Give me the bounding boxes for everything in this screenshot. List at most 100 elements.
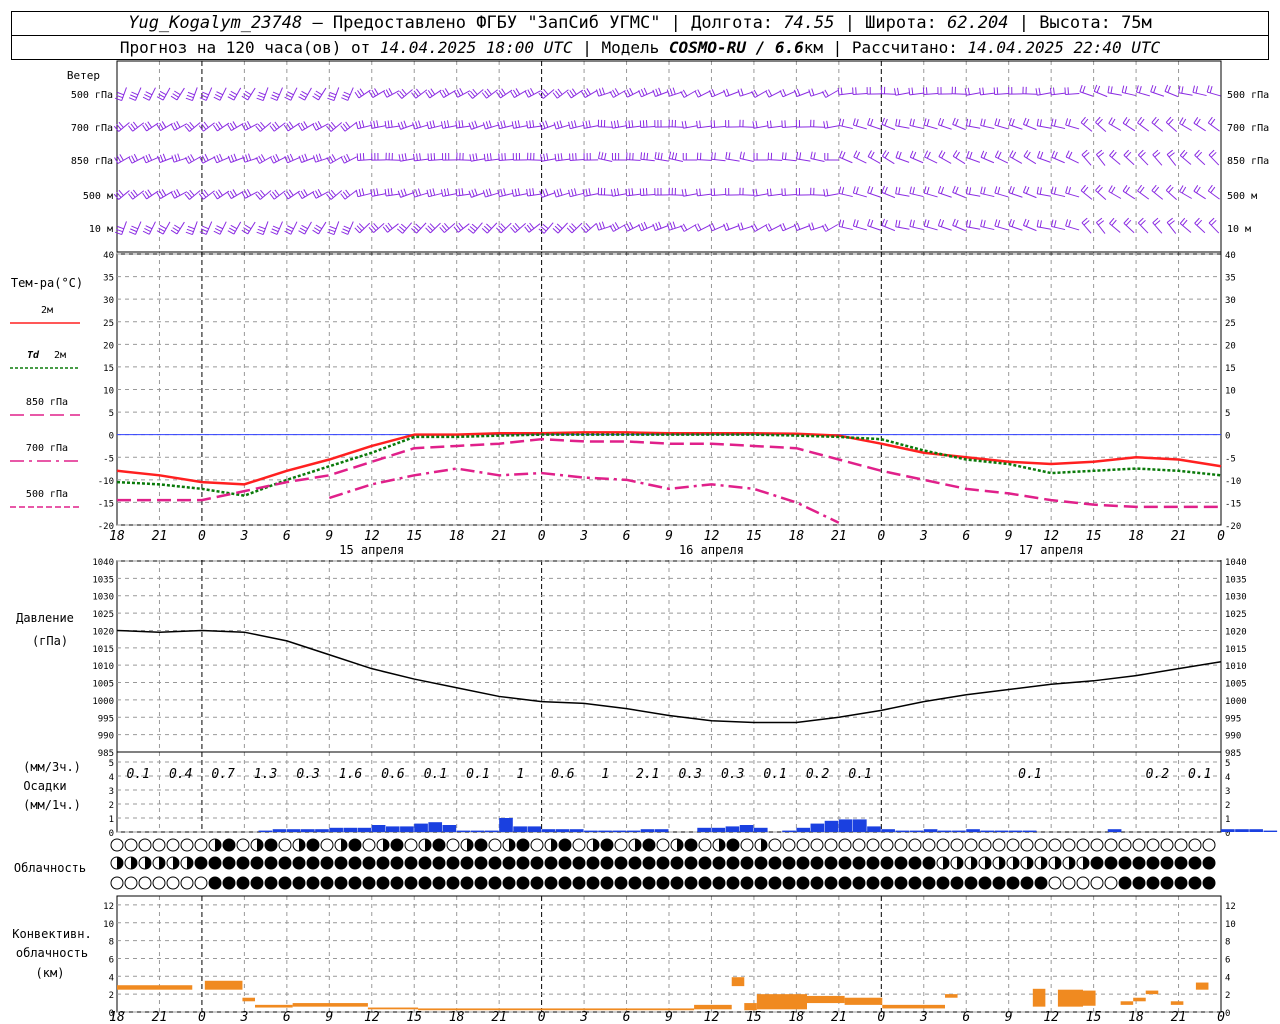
wind-barb bbox=[368, 222, 385, 233]
wind-level-label-right: 10 м bbox=[1227, 224, 1251, 235]
wind-barb-flag bbox=[512, 89, 518, 97]
precip-bar bbox=[527, 826, 542, 832]
wind-barb-flag bbox=[1111, 151, 1117, 158]
cloud-circle bbox=[810, 856, 824, 870]
cloud-symbol bbox=[1174, 876, 1188, 890]
wind-barb-flag bbox=[893, 88, 897, 96]
wind-barb-shaft bbox=[740, 91, 754, 97]
wind-barb-flag bbox=[117, 225, 124, 230]
wind-barb-flag bbox=[781, 152, 784, 160]
pressure-tick-right: 1025 bbox=[1225, 610, 1247, 620]
wind-barb-flag bbox=[326, 193, 332, 200]
wind-barb-flag bbox=[416, 88, 422, 95]
wind-barb-flag bbox=[628, 120, 631, 128]
cloud-circle bbox=[1090, 856, 1104, 870]
wind-barb-shaft bbox=[952, 123, 966, 131]
cloud-symbol bbox=[628, 876, 642, 890]
cloud-circle bbox=[1062, 838, 1076, 852]
hour-tick-label: 21 bbox=[831, 529, 847, 544]
wind-barb-flag bbox=[841, 220, 845, 228]
wind-barb-shaft bbox=[1023, 224, 1037, 232]
cloud-symbol bbox=[1048, 876, 1062, 890]
wind-barb-flag bbox=[1065, 186, 1069, 194]
wind-barb-flag bbox=[498, 90, 504, 97]
wind-barb-shaft bbox=[148, 221, 156, 235]
cloud-circle bbox=[992, 838, 1006, 852]
wind-barb bbox=[895, 150, 910, 163]
wind-barb-flag bbox=[396, 92, 403, 99]
wind-barb-flag bbox=[1039, 119, 1042, 127]
wind-barb-flag bbox=[131, 225, 139, 230]
wind-barb-flag bbox=[979, 87, 982, 95]
wind-barb-flag bbox=[1097, 118, 1103, 125]
wind-barb-shaft bbox=[853, 93, 868, 95]
wind-barb-flag bbox=[1179, 217, 1186, 224]
wind-barb-shaft bbox=[415, 89, 428, 99]
cloud-symbol bbox=[754, 838, 768, 852]
wind-barb bbox=[923, 186, 938, 198]
wind-barb bbox=[142, 121, 159, 132]
cloud-symbol bbox=[292, 876, 306, 890]
cloud-symbol bbox=[530, 856, 544, 870]
wind-barb-flag bbox=[342, 123, 348, 130]
cloud-circle bbox=[684, 838, 698, 852]
cloud-symbol bbox=[1062, 856, 1076, 870]
wind-barb-flag bbox=[1181, 86, 1184, 94]
wind-barb-flag bbox=[256, 231, 264, 236]
wind-barb-flag bbox=[839, 150, 843, 158]
wind-barb-shaft bbox=[160, 122, 173, 132]
cloud-symbol bbox=[740, 876, 754, 890]
wind-barb-shaft bbox=[444, 223, 456, 233]
wind-barb-shaft bbox=[683, 224, 697, 232]
wind-barb-flag bbox=[884, 118, 888, 126]
wind-barb-shaft bbox=[824, 193, 839, 197]
wind-barb bbox=[597, 119, 613, 128]
wind-barb-shaft bbox=[1080, 190, 1093, 200]
wind-barb bbox=[566, 222, 583, 234]
wind-barb bbox=[1179, 185, 1192, 199]
wind-barb-shaft bbox=[1094, 90, 1108, 98]
wind-barb-flag bbox=[156, 96, 164, 101]
wind-barb-flag bbox=[244, 90, 252, 96]
wind-barb-shaft bbox=[347, 221, 354, 235]
wind-barb-shaft bbox=[216, 156, 230, 164]
precip-bar bbox=[1249, 829, 1263, 832]
wind-barb-flag bbox=[467, 228, 474, 234]
wind-barb-shaft bbox=[528, 223, 541, 233]
wind-barb-flag bbox=[1192, 85, 1196, 93]
cloud-symbol bbox=[992, 856, 1006, 870]
cloud-circle bbox=[628, 876, 642, 890]
cloud-circle bbox=[418, 856, 432, 870]
wind-level-label-left: 10 м bbox=[89, 224, 113, 235]
wind-barb-shaft bbox=[513, 125, 528, 129]
precip-3h-sum: 0.4 bbox=[169, 767, 192, 782]
cloud-symbol bbox=[432, 838, 446, 852]
wind-barb bbox=[255, 121, 272, 132]
cloud-circle bbox=[642, 838, 656, 852]
wind-barb-flag bbox=[312, 229, 319, 235]
wind-barb-shaft bbox=[612, 193, 627, 197]
wind-barb bbox=[512, 153, 528, 161]
cloud-circle bbox=[124, 838, 138, 852]
cloud-symbol bbox=[936, 876, 950, 890]
wind-barb-flag bbox=[967, 87, 970, 95]
wind-barb bbox=[1193, 117, 1206, 132]
wind-barb-flag bbox=[625, 120, 628, 128]
wind-barb-shaft bbox=[1150, 91, 1165, 97]
wind-barb bbox=[980, 219, 995, 231]
wind-barb-shaft bbox=[1136, 91, 1151, 97]
wind-barb-shaft bbox=[1037, 157, 1051, 163]
pressure-tick-left: 1035 bbox=[92, 575, 114, 585]
wind-barb-flag bbox=[202, 225, 209, 230]
wind-barb bbox=[411, 88, 428, 99]
cloud-half bbox=[159, 857, 165, 869]
wind-barb-flag bbox=[1097, 186, 1103, 193]
wind-barb-flag bbox=[616, 120, 620, 128]
wind-barb-flag bbox=[174, 154, 178, 162]
wind-barb bbox=[566, 88, 584, 99]
wind-barb-shaft bbox=[1037, 92, 1052, 96]
cloud-symbol bbox=[348, 876, 362, 890]
wind-barb bbox=[909, 219, 924, 231]
wind-barb-flag bbox=[269, 125, 275, 132]
